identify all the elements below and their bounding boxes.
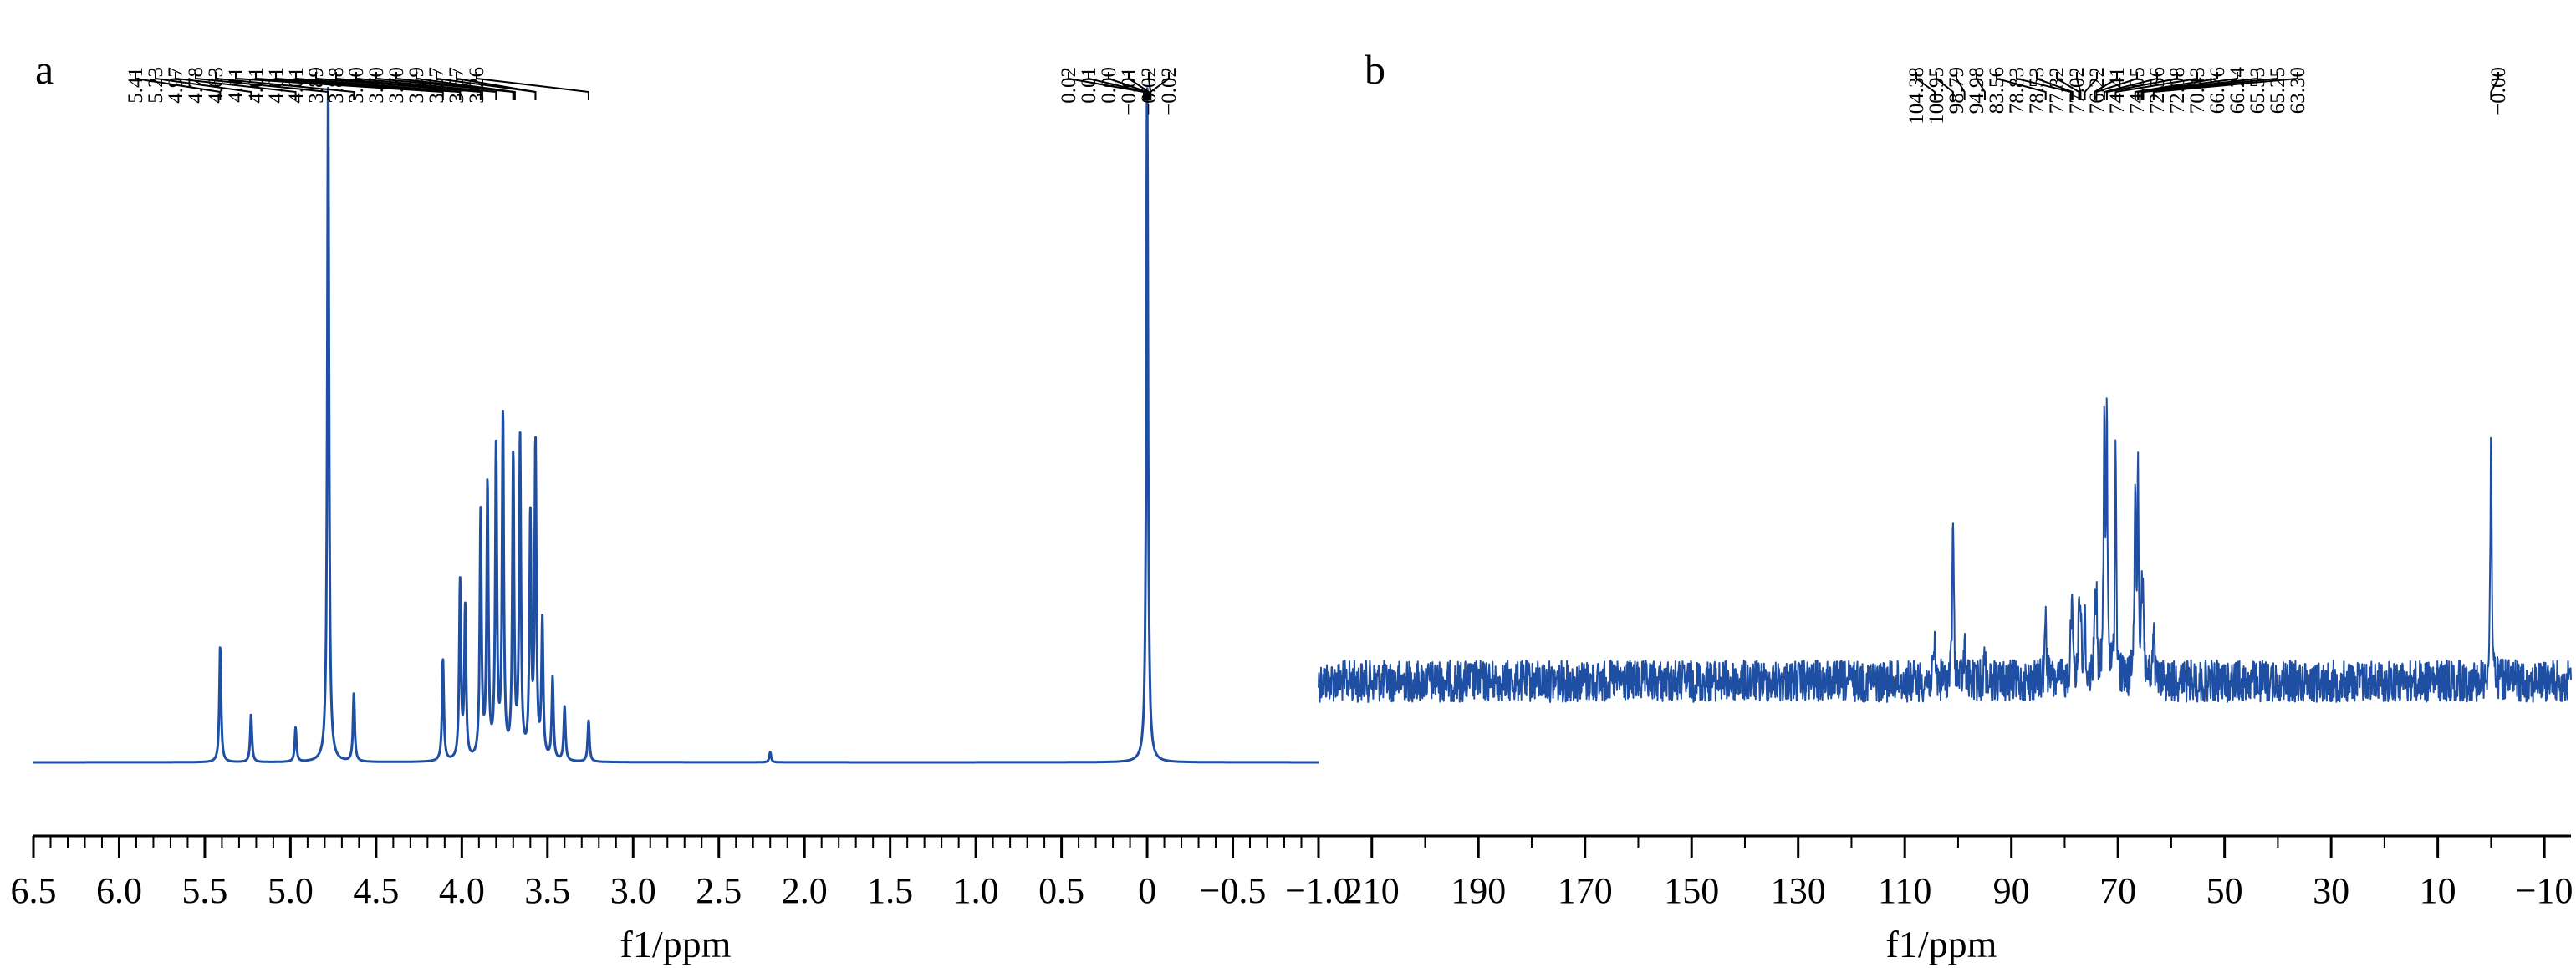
peak-connector xyxy=(315,72,482,100)
tick-label: 130 xyxy=(1771,870,1826,911)
peak-connector xyxy=(1128,72,1150,100)
peak-connector xyxy=(2142,72,2278,100)
tick-label: 3.5 xyxy=(524,870,570,911)
tick-label: −10 xyxy=(2516,870,2573,911)
peak-connector xyxy=(2084,72,2098,100)
peak-connector xyxy=(2140,72,2258,100)
tick-label: 3.0 xyxy=(610,870,656,911)
panel-a-x-axis: 6.5 6.0 5.5 5.0 4.5 4.0 3.5 3.0 2.5 2.0 1.5 1.0 0.5 0… xyxy=(11,834,1352,911)
peak-connector xyxy=(2490,72,2499,100)
peak-connector xyxy=(175,72,297,100)
peak-connector xyxy=(1996,72,2047,100)
tick-label: 50 xyxy=(2206,870,2243,911)
panel-a-peak-labels: 5.415.234.974.784.634.114.014.014.013.89… xyxy=(125,67,1181,115)
peak-connector xyxy=(335,72,483,100)
tick-label: 0.5 xyxy=(1038,870,1084,911)
tick-label: 90 xyxy=(1993,870,2030,911)
tick-label: 30 xyxy=(2313,870,2349,911)
tick-label: 110 xyxy=(1878,870,1931,911)
peak-connector xyxy=(155,72,252,100)
peak-connector xyxy=(1976,72,1986,100)
tick-label: 0 xyxy=(1138,870,1156,911)
tick-label: 6.0 xyxy=(96,870,142,911)
peak-connector xyxy=(416,72,516,100)
panel-b-x-axis: 210 190 170 150 130 110 90 70 50 30 10 −10 xyxy=(1318,834,2573,911)
panel-a-1h-spectrum: a 5.415.234.974.784.634.114.014.014.013.… xyxy=(11,46,1352,965)
panel-b-spectrum-line xyxy=(1318,397,2572,703)
peak-connector xyxy=(2095,72,2138,100)
peak-connector xyxy=(2114,72,2198,100)
tick-label: 4.0 xyxy=(439,870,485,911)
tick-label: 6.5 xyxy=(11,870,57,911)
peak-connector xyxy=(1068,72,1145,100)
peak-connector xyxy=(2105,72,2178,100)
tick-label: 2.5 xyxy=(696,870,742,911)
panel-b-label: b xyxy=(1365,46,1385,93)
peak-connector xyxy=(2152,72,2298,100)
tick-label: 1.0 xyxy=(953,870,999,911)
tick-label: 190 xyxy=(1451,870,1506,911)
peak-connector xyxy=(456,72,537,100)
peak-connector xyxy=(135,72,222,100)
peak-connector xyxy=(355,72,497,100)
tick-label: 5.5 xyxy=(181,870,227,911)
peak-connector xyxy=(2094,72,2118,100)
tick-label: 170 xyxy=(1558,870,1613,911)
panel-a-label: a xyxy=(35,46,54,93)
peak-connector xyxy=(2103,72,2158,100)
peak-connector xyxy=(235,72,444,100)
panel-b-x-axis-title: f1/ppm xyxy=(1886,923,1997,965)
tick-label: 150 xyxy=(1664,870,1719,911)
peak-connector xyxy=(395,72,514,100)
peak-connector xyxy=(476,72,589,100)
tick-label: 210 xyxy=(1344,870,1400,911)
peak-connector xyxy=(1108,72,1149,100)
peak-connector xyxy=(2056,72,2080,100)
tick-label: 1.5 xyxy=(867,870,913,911)
tick-label: −1.0 xyxy=(1285,870,1352,911)
peak-connector xyxy=(215,72,355,100)
tick-label: 2.0 xyxy=(782,870,828,911)
peak-connector xyxy=(1936,72,1954,100)
peak-connector xyxy=(2036,72,2074,100)
peak-connector xyxy=(295,72,462,100)
panel-a-x-axis-title: f1/ppm xyxy=(620,923,732,965)
peak-connector xyxy=(2076,72,2082,100)
panel-b-peak-labels: 104.38100.9598.7994.9883.5678.8378.5377.… xyxy=(1905,67,2510,125)
tick-label: −0.5 xyxy=(1200,870,1267,911)
tick-label: 4.5 xyxy=(353,870,399,911)
peak-connector xyxy=(1088,72,1147,100)
peak-connector xyxy=(1915,72,1936,100)
tick-label: 10 xyxy=(2420,870,2456,911)
tick-label: 5.0 xyxy=(268,870,314,911)
peak-connector xyxy=(2134,72,2218,100)
panel-b-13c-spectrum: b 104.38100.9598.7994.9883.5678.8378.537… xyxy=(1318,46,2573,965)
peak-connector xyxy=(1150,72,1170,100)
peak-connector xyxy=(2137,72,2238,100)
peak-connector xyxy=(1956,72,1966,100)
peak-connector xyxy=(2016,72,2072,100)
peak-connector xyxy=(195,72,329,100)
tick-label: 70 xyxy=(2099,870,2136,911)
panel-a-spectrum-line xyxy=(32,86,1320,764)
